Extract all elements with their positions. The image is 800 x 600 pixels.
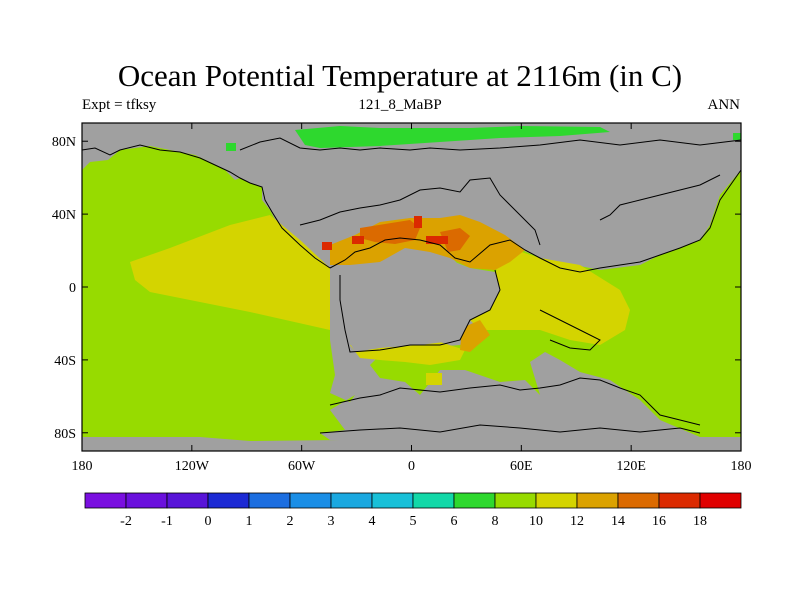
colorbar-swatch	[658, 492, 701, 509]
colorbar: -2 -1 0 1 2 3 4 5 6 8 10 12 14 16 18	[84, 492, 742, 529]
colorbar-swatch	[699, 492, 742, 509]
colorbar-label: 6	[451, 514, 458, 529]
arctic-ocean-6-8	[295, 126, 610, 148]
hot-spot-16-18-a	[322, 242, 332, 250]
colorbar-swatch	[84, 492, 127, 509]
colorbar-label: 12	[570, 514, 584, 529]
coastline-central-block	[339, 269, 501, 353]
colorbar-swatch	[371, 492, 414, 509]
coastline-indian-islands	[539, 309, 601, 351]
colorbar-label: 0	[205, 514, 212, 529]
colorbar-swatch	[617, 492, 660, 509]
colorbar-label: 1	[246, 514, 253, 529]
coastline-southern-landmass	[329, 377, 701, 426]
colorbar-label: 4	[369, 514, 376, 529]
colorbar-swatch	[412, 492, 455, 509]
coastlines	[81, 137, 742, 434]
colorbar-label: 8	[492, 514, 499, 529]
colorbar-swatch	[248, 492, 291, 509]
coastline-eurasia-south	[329, 169, 742, 273]
southeast-warm-patch-12-14	[460, 320, 490, 352]
coastline-north-america	[81, 144, 331, 269]
tethys-hot-core-east-14-16	[440, 228, 470, 252]
arctic-patch-6-8	[226, 143, 236, 151]
y-tick-label: 40N	[52, 208, 76, 223]
colorbar-label: 10	[529, 514, 543, 529]
colorbar-label: -1	[161, 514, 173, 529]
pacific-warm-tongue-10-12	[130, 215, 330, 330]
x-tick-label: 0	[408, 459, 415, 474]
colorbar-swatch	[494, 492, 537, 509]
colorbar-swatch	[289, 492, 332, 509]
hot-spot-16-18-c	[426, 236, 448, 244]
central-landmass	[330, 250, 500, 352]
axes: 180 120W 60W 0 60E 120E 180 80N 40N 0 40S 80S	[52, 123, 752, 474]
map-panel	[81, 122, 742, 452]
x-tick-label: 180	[72, 459, 93, 474]
y-tick-label: 40S	[54, 354, 76, 369]
colorbar-label: 3	[328, 514, 335, 529]
coastline-east-asia	[599, 174, 721, 221]
x-tick-label: 60E	[510, 459, 533, 474]
indian-warm-pool-10-12	[470, 245, 630, 345]
colorbar-swatch	[330, 492, 373, 509]
x-tick-label: 60W	[288, 459, 316, 474]
colorbar-swatch	[125, 492, 168, 509]
colorbar-swatch	[453, 492, 496, 509]
time-label: 121_8_MaBP	[358, 97, 442, 113]
colorbar-swatch	[166, 492, 209, 509]
experiment-label: Expt = tfksy	[82, 97, 157, 113]
colorbar-label: -2	[120, 514, 132, 529]
hot-spot-16-18-d	[352, 236, 364, 244]
plot-title: Ocean Potential Temperature at 2116m (in…	[117, 58, 683, 93]
colorbar-swatch	[207, 492, 250, 509]
coastline-antarctica	[319, 424, 701, 434]
x-tick-label: 120W	[175, 459, 210, 474]
x-tick-label: 180	[731, 459, 752, 474]
y-tick-label: 80S	[54, 427, 76, 442]
coastline-arctic	[239, 137, 742, 151]
colorbar-label: 2	[287, 514, 294, 529]
colorbar-label: 18	[693, 514, 707, 529]
hot-spot-16-18-b	[414, 216, 422, 228]
colorbar-swatch	[535, 492, 578, 509]
colorbar-label: 16	[652, 514, 666, 529]
x-tick-label: 120E	[616, 459, 646, 474]
coastline-tethys-north	[299, 177, 541, 246]
y-tick-label: 80N	[52, 135, 76, 150]
y-tick-label: 0	[69, 281, 76, 296]
season-label: ANN	[707, 97, 741, 113]
arctic-patch-6-8-east	[733, 133, 741, 140]
colorbar-label: 5	[410, 514, 417, 529]
colorbar-label: 14	[611, 514, 625, 529]
colorbar-swatch	[576, 492, 619, 509]
southern-warm-spot-10-12	[426, 373, 442, 385]
